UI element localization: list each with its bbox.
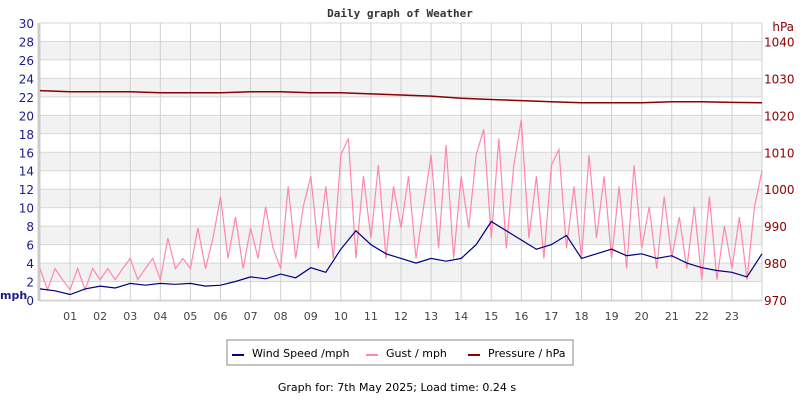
x-tick-label: 17 — [544, 310, 558, 323]
x-tick-label: 12 — [394, 310, 408, 323]
x-tick-label: 04 — [153, 310, 167, 323]
left-tick-label: 22 — [19, 91, 34, 105]
right-tick-label: 1000 — [764, 183, 795, 197]
right-tick-label: 990 — [764, 220, 787, 234]
x-tick-label: 01 — [63, 310, 77, 323]
x-tick-label: 10 — [334, 310, 348, 323]
left-tick-label: 2 — [26, 276, 34, 290]
left-tick-label: 18 — [19, 128, 34, 142]
left-tick-label: 12 — [19, 183, 34, 197]
right-axis-label: hPa — [772, 20, 794, 34]
x-tick-label: 08 — [274, 310, 288, 323]
right-tick-label: 970 — [764, 294, 787, 308]
left-tick-label: 16 — [19, 146, 34, 160]
right-tick-label: 1040 — [764, 35, 795, 49]
gust-mph-line — [39, 119, 763, 292]
left-tick-label: 30 — [19, 17, 34, 31]
left-tick-label: 14 — [19, 165, 34, 179]
legend-entry: Gust / mph — [386, 347, 447, 360]
left-tick-label: 8 — [26, 220, 34, 234]
left-tick-label: 10 — [19, 202, 34, 216]
x-tick-label: 03 — [123, 310, 137, 323]
x-tick-label: 19 — [605, 310, 619, 323]
right-tick-label: 1010 — [764, 146, 795, 160]
x-tick-label: 21 — [665, 310, 679, 323]
pressure-hpa-line — [39, 89, 763, 104]
x-tick-label: 11 — [364, 310, 378, 323]
left-tick-label: 4 — [26, 257, 34, 271]
x-tick-label: 07 — [244, 310, 258, 323]
legend-entry: Pressure / hPa — [488, 347, 566, 360]
x-tick-label: 06 — [214, 310, 228, 323]
left-tick-label: 26 — [19, 54, 34, 68]
left-tick-label: 28 — [19, 35, 34, 49]
right-tick-label: 1020 — [764, 109, 795, 123]
right-tick-label: 980 — [764, 257, 787, 271]
x-tick-label: 02 — [93, 310, 107, 323]
x-tick-label: 22 — [695, 310, 709, 323]
right-tick-label: 1030 — [764, 72, 795, 86]
x-tick-label: 09 — [304, 310, 318, 323]
left-axis-label: mph — [0, 289, 27, 302]
x-tick-label: 16 — [514, 310, 528, 323]
left-tick-label: 6 — [26, 239, 34, 253]
x-tick-label: 23 — [725, 310, 739, 323]
x-tick-label: 20 — [635, 310, 649, 323]
x-tick-label: 14 — [454, 310, 468, 323]
x-tick-label: 15 — [484, 310, 498, 323]
x-tick-label: 18 — [575, 310, 589, 323]
legend-entry: Wind Speed /mph — [252, 347, 350, 360]
x-tick-label: 05 — [183, 310, 197, 323]
left-tick-label: 0 — [26, 294, 34, 308]
wind-speed-mph-line — [39, 220, 763, 296]
left-tick-label: 20 — [19, 109, 34, 123]
chart-title: Daily graph of Weather — [327, 7, 473, 20]
x-tick-label: 13 — [424, 310, 438, 323]
legend-box — [226, 339, 574, 366]
footer-text: Graph for: 7th May 2025; Load time: 0.24… — [278, 381, 517, 394]
left-tick-label: 24 — [19, 72, 34, 86]
